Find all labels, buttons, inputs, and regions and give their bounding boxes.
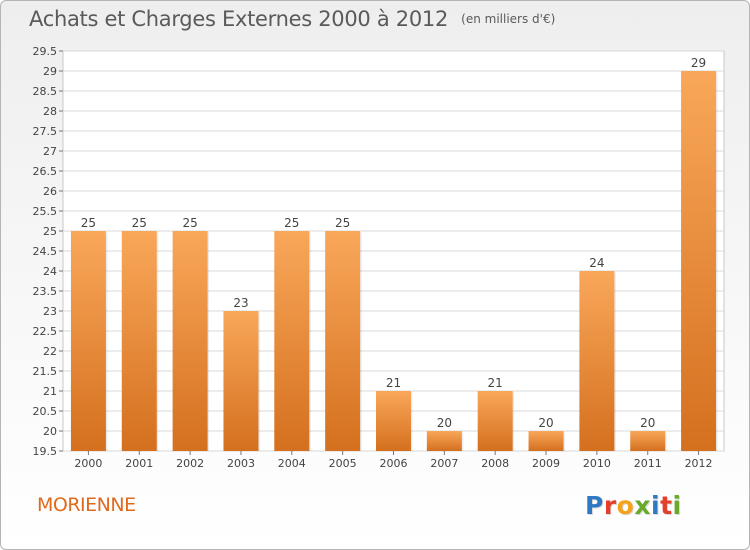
logo-letter: x xyxy=(634,491,651,520)
y-tick-label: 23.5 xyxy=(33,285,58,298)
y-tick-label: 26 xyxy=(43,185,57,198)
logo-letter: o xyxy=(616,491,635,520)
x-tick-label: 2006 xyxy=(380,457,408,470)
logo-letter: t xyxy=(660,491,673,520)
y-tick-label: 27 xyxy=(43,145,57,158)
y-tick-label: 28.5 xyxy=(33,85,58,98)
proxiti-logo[interactable]: Proxiti xyxy=(585,491,682,520)
x-tick-label: 2011 xyxy=(634,457,662,470)
chart-title: Achats et Charges Externes 2000 à 2012 xyxy=(29,7,449,31)
y-tick-label: 21 xyxy=(43,385,57,398)
y-tick-label: 29 xyxy=(43,65,57,78)
bar xyxy=(528,431,564,451)
chart-unit: (en milliers d'€) xyxy=(461,12,556,26)
y-tick-label: 26.5 xyxy=(33,165,58,178)
bar-value-label: 21 xyxy=(488,376,503,390)
y-tick-label: 22 xyxy=(43,345,57,358)
bar-value-label: 23 xyxy=(233,296,248,310)
y-tick-label: 25.5 xyxy=(33,205,58,218)
x-tick-label: 2004 xyxy=(278,457,306,470)
bar-value-label: 24 xyxy=(589,256,604,270)
x-tick-label: 2009 xyxy=(532,457,560,470)
x-tick-label: 2003 xyxy=(227,457,255,470)
y-tick-label: 20 xyxy=(43,425,57,438)
y-tick-label: 23 xyxy=(43,305,57,318)
bar-value-label: 20 xyxy=(538,416,553,430)
y-tick-label: 24 xyxy=(43,265,57,278)
y-tick-label: 22.5 xyxy=(33,325,58,338)
y-tick-label: 25 xyxy=(43,225,57,238)
y-tick-label: 27.5 xyxy=(33,125,58,138)
bar xyxy=(70,231,106,451)
bar xyxy=(579,271,615,451)
x-tick-label: 2007 xyxy=(430,457,458,470)
bar-value-label: 21 xyxy=(386,376,401,390)
x-tick-label: 2012 xyxy=(685,457,713,470)
y-tick-label: 28 xyxy=(43,105,57,118)
bar-value-labels: 25 25 25 23 25 25 21 20 21 20 24 20 29 xyxy=(81,56,706,430)
bar xyxy=(121,231,157,451)
y-tick-label: 21.5 xyxy=(33,365,58,378)
bar xyxy=(325,231,361,451)
bar-value-label: 25 xyxy=(132,216,147,230)
bar-value-label: 25 xyxy=(81,216,96,230)
logo-letter: i xyxy=(651,491,661,520)
x-tick-label: 2002 xyxy=(176,457,204,470)
bars xyxy=(70,71,718,451)
x-tick-label: 2010 xyxy=(583,457,611,470)
bar xyxy=(426,431,462,451)
place-name: MORIENNE xyxy=(37,494,136,516)
bar-value-label: 25 xyxy=(182,216,197,230)
logo-letter: i xyxy=(672,491,682,520)
bar-value-label: 20 xyxy=(437,416,452,430)
logo-letter: r xyxy=(603,491,617,520)
x-tick-label: 2008 xyxy=(481,457,509,470)
logo-letter: P xyxy=(585,491,604,520)
bar-value-label: 25 xyxy=(284,216,299,230)
x-tick-label: 2001 xyxy=(125,457,153,470)
y-tick-label: 20.5 xyxy=(33,405,58,418)
bar xyxy=(630,431,666,451)
y-tick-label: 19.5 xyxy=(33,445,58,458)
bar xyxy=(223,311,259,451)
x-tick-label: 2005 xyxy=(329,457,357,470)
y-tick-label: 29.5 xyxy=(33,45,58,58)
x-axis-ticks: 2000 2001 2002 2003 2004 2005 2006 2007 2008 2009… xyxy=(74,451,713,470)
y-tick-label: 24.5 xyxy=(33,245,58,258)
x-tick-label: 2000 xyxy=(74,457,102,470)
bar xyxy=(172,231,208,451)
y-axis-ticks: 19.5 20 20.5 21 21.5 22 22.5 23 23.5 24 24.5 25 25.5… xyxy=(33,45,63,458)
bar xyxy=(274,231,310,451)
title-row: Achats et Charges Externes 2000 à 2012 (… xyxy=(29,7,555,31)
bar-value-label: 20 xyxy=(640,416,655,430)
bar xyxy=(376,391,411,451)
bar-value-label: 25 xyxy=(335,216,350,230)
bar-value-label: 29 xyxy=(691,56,706,70)
bar xyxy=(477,391,513,451)
bar xyxy=(681,71,717,451)
